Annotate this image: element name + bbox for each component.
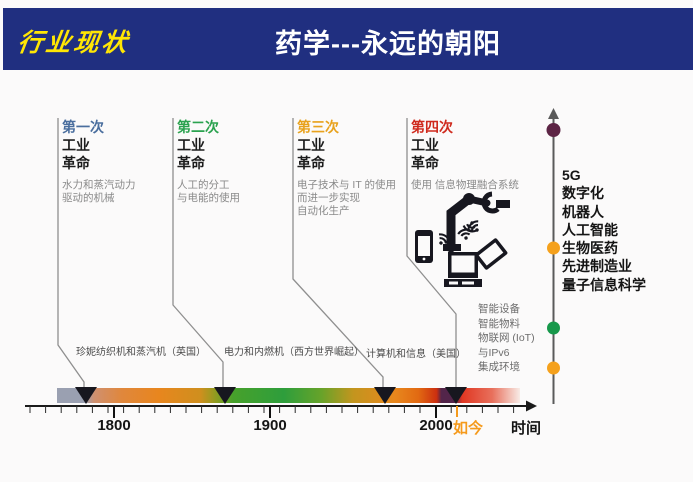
smartphone-icon	[415, 230, 453, 263]
future-tech-item: 量子信息科学	[562, 276, 646, 293]
future-dot-green	[547, 321, 560, 335]
now-label: 如今	[452, 420, 483, 437]
year-label-1900: 1900	[253, 417, 287, 434]
connector-rev4	[406, 118, 457, 390]
revolution-block-1: 第一次 工业 革命 水力和蒸汽动力 驱动的机械	[62, 118, 182, 205]
revolution-4-title-line2: 革命	[411, 155, 439, 171]
revolution-block-3: 第三次 工业 革命 电子技术与 IT 的使用 而进一步实现 自动化生产	[297, 118, 417, 218]
revolution-1-title-line2: 革命	[62, 155, 90, 171]
timeline-markers	[75, 387, 467, 404]
future-tech-item: 数字化	[562, 185, 604, 202]
revolution-2-title-line1: 工业	[177, 137, 205, 153]
future-tech-list: 5G 数字化 机器人 人工智能 生物医药 先进制造业 量子信息科学	[562, 166, 646, 294]
future-tech-item: 5G	[562, 167, 581, 183]
future-tech-item: 机器人	[562, 203, 604, 220]
future-tech-item: 先进制造业	[562, 258, 632, 275]
milestone-caption-4: 智能设备 智能物料 物联网 (IoT) 与IPv6 集成环境	[478, 303, 535, 374]
marker-rev3	[374, 387, 396, 404]
laptop-icon	[444, 227, 482, 287]
milestone-caption-2: 电力和内燃机（西方世界崛起）	[224, 347, 364, 358]
revolution-1-order: 第一次	[62, 119, 104, 135]
connector-rev1	[57, 118, 85, 390]
revolution-2-description: 人工的分工 与电能的使用	[177, 179, 240, 204]
slide-header: 行业现状 药学---永远的朝阳	[3, 8, 693, 70]
axis-major-ticks	[113, 406, 437, 418]
revolution-1-description: 水力和蒸汽动力 驱动的机械	[62, 179, 136, 204]
time-axis-label: 时间	[510, 420, 541, 437]
revolution-3-description: 电子技术与 IT 的使用 而进一步实现 自动化生产	[297, 179, 396, 217]
future-dot-maroon	[546, 123, 561, 137]
revolution-3-title-line1: 工业	[297, 137, 325, 153]
revolution-4-title-line1: 工业	[411, 137, 439, 153]
revolution-4-order: 第四次	[411, 119, 453, 135]
milestone-caption-3: 计算机和信息（美国）	[366, 349, 466, 360]
marker-rev1	[75, 387, 97, 404]
axis-minor-ticks	[29, 406, 515, 413]
robot-arm-icon	[443, 191, 510, 253]
revolution-2-order: 第二次	[177, 119, 219, 135]
revolution-1-title-line1: 工业	[62, 137, 90, 153]
tablet-icon	[474, 238, 508, 270]
year-label-1800: 1800	[97, 417, 131, 434]
milestone-caption-1: 珍妮纺织机和蒸汽机（英国）	[76, 347, 206, 358]
revolution-block-4: 第四次 工业 革命 使用 信息物理融合系统	[411, 118, 531, 192]
future-axis-up-arrow	[548, 108, 559, 119]
future-dot-orange-top	[547, 241, 560, 255]
time-axis-arrow	[526, 400, 537, 412]
marker-rev2	[214, 387, 236, 404]
future-tech-item: 人工智能	[562, 221, 618, 238]
marker-rev4	[445, 387, 467, 404]
page-title: 药学---永远的朝阳	[275, 29, 501, 59]
revolution-3-title-line2: 革命	[297, 155, 325, 171]
revolution-2-title-line2: 革命	[177, 155, 205, 171]
connector-rev3	[292, 118, 384, 390]
revolution-3-order: 第三次	[297, 119, 339, 135]
timeline-gradient-bar	[57, 388, 520, 403]
year-label-2000: 2000	[419, 417, 453, 434]
future-dot-orange-bottom	[547, 361, 560, 375]
future-tech-item: 生物医药	[562, 240, 618, 257]
revolution-4-description: 使用 信息物理融合系统	[411, 179, 519, 191]
revolution-block-2: 第二次 工业 革命 人工的分工 与电能的使用	[177, 118, 297, 205]
industry4-iot-icon	[415, 191, 510, 287]
connector-rev2	[172, 118, 224, 390]
